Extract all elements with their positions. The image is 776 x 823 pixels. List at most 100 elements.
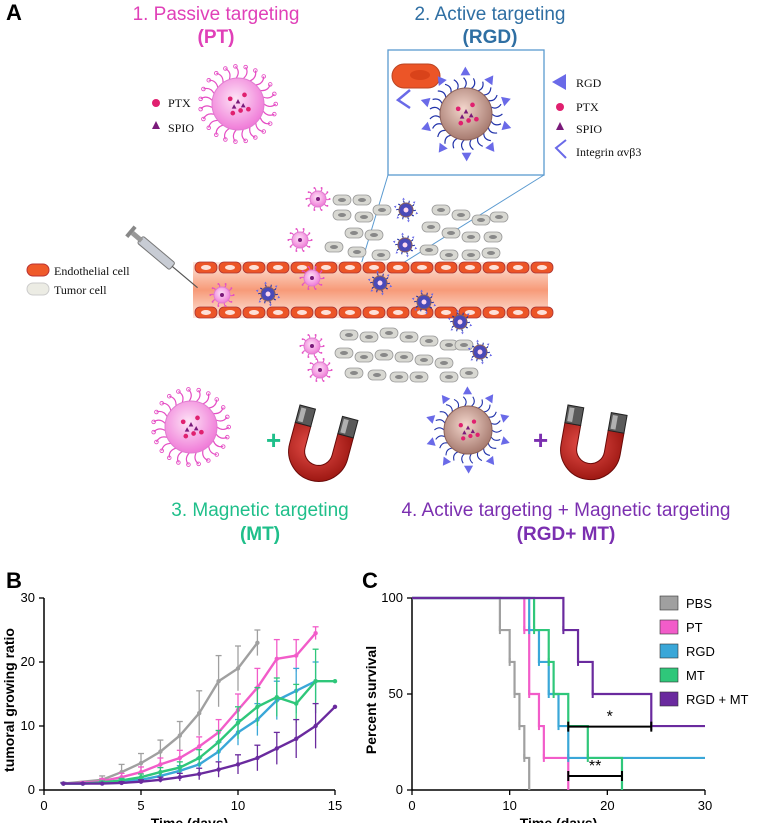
data-point [332,704,338,709]
panel-a-letter: A [6,0,22,25]
tumor-cell [461,249,481,261]
legend-tumor: Tumor cell [54,283,107,297]
y-tick-label: 10 [21,718,35,733]
data-point [313,631,318,636]
data-point [255,704,260,709]
data-point [177,775,182,780]
legend-swatch [659,667,679,683]
rgd-legend-rgd: RGD [576,76,602,90]
data-point [274,695,279,700]
data-point [255,640,260,645]
survival-step-line [412,596,705,728]
significance-label: * [607,709,613,726]
data-point [216,767,221,772]
y-tick-label: 0 [28,782,35,797]
tumor-cell [459,367,479,379]
rgd-nanoparticle [467,339,493,365]
rgd-nanoparticle [255,281,281,307]
data-point [80,781,86,786]
panel-b-letter: B [6,568,22,593]
legend-label: RGD + MT [686,692,749,707]
tumor-cell [367,369,387,381]
series-line [63,642,259,785]
data-point [216,739,221,745]
tumor-cell [489,211,509,223]
series-pt [412,596,570,790]
x-tick-label: 10 [502,798,516,813]
legend-endothelial: Endothelial cell [54,264,130,278]
data-point [274,656,279,661]
pt-legend [152,99,160,129]
legend-label: PT [686,620,703,635]
survival-chart: 0 10 20 30 0 50 100 Time (days) Percent survival… [363,590,749,823]
data-point [119,780,124,786]
pt-legend-ptx: PTX [168,96,191,110]
significance-bracket: ** [567,758,623,781]
pt-nanoparticle [151,387,231,467]
endothelial-cell-icon [26,263,50,277]
rgd-subtitle: (RGD) [462,27,518,48]
tumor-cell [324,241,344,253]
pt-nanoparticle [209,283,235,307]
tumor-cell [389,371,409,383]
data-point [158,777,163,782]
tumor-cell-icon [26,282,50,296]
data-point [158,749,163,754]
data-point [294,736,299,741]
data-point [255,755,260,761]
spio-triangle-icon [152,121,160,129]
rgd-nanoparticle [411,289,437,315]
growth-chart: 0 5 10 15 0 10 20 30 Time (days) tumoral growing … [1,590,342,823]
data-point [294,701,299,706]
rgd-legend-integrin: Integrin αvβ3 [576,145,642,159]
tumor-cell [441,227,461,239]
x-tick-label: 10 [231,798,245,813]
y-tick-label: 0 [396,782,403,797]
series-mt [60,648,338,786]
rgd-legend-ptx: PTX [576,100,599,114]
rgd-nanoparticle [426,386,510,474]
tumor-cell [332,209,352,221]
series-pbs [412,596,531,790]
x-axis-label: Time (days) [151,815,229,823]
tumor-cell [339,329,359,341]
legend-label: RGD [686,644,715,659]
data-point [197,771,202,777]
tumor-cell [364,229,384,241]
tumor-cell [439,371,459,383]
mt-subtitle: (MT) [239,524,281,545]
data-point [313,723,318,729]
rgdmt-subtitle: (RGD+ MT) [516,524,616,545]
tumor-cell [399,331,419,343]
panel-c-letter: C [362,568,378,593]
significance-bracket: * [567,709,653,732]
integrin-icon [554,139,567,159]
tumor-cell [344,367,364,379]
rgd-title: 2. Active targeting [414,4,566,25]
rgd-nanoparticle [393,197,419,223]
ptx-dot-icon [152,99,160,107]
x-tick-label: 0 [40,798,47,813]
rgd-nanoparticle [420,66,512,162]
ptx-dot-icon [556,103,564,111]
x-tick-label: 20 [600,798,614,813]
y-tick-label: 30 [21,590,35,605]
tumor-cell [372,204,392,216]
tumor-cell [439,249,459,261]
legend-swatch [659,619,679,635]
x-tick-label: 30 [698,798,712,813]
tumor-cell [409,371,429,383]
tumor-cell [461,231,481,243]
rgd-nanoparticle [392,232,418,258]
series-line [63,632,317,785]
tumor-cell [454,339,474,351]
tumor-cell [431,204,451,216]
pt-nanoparticle [287,228,313,252]
pt-nanoparticle [299,266,325,290]
tumor-cell [481,247,501,259]
tumor-cell [371,249,391,261]
tumor-cell [344,227,364,239]
y-axis-label: tumoral growing ratio [1,628,17,772]
data-point [177,733,182,738]
pt-nanoparticle [299,334,325,358]
